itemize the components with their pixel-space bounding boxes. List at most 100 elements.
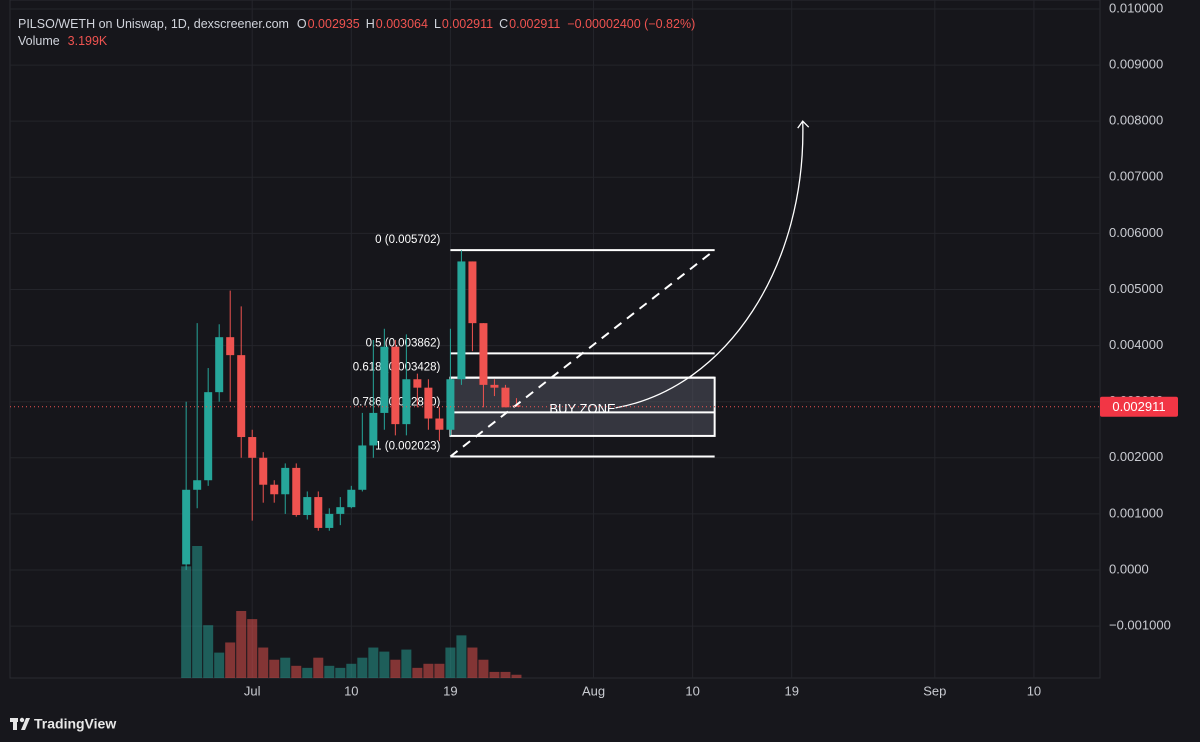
volume-bar [467,647,478,678]
header-line: PILSO/WETH on Uniswap, 1D, dexscreener.c… [18,16,696,33]
volume-bar [192,546,203,678]
candle-body [347,489,356,508]
volume-bar [412,667,423,678]
volume-name: Volume [18,34,60,48]
arrow-head [797,120,810,129]
last-price-box [1100,396,1178,417]
y-tick-label: 0.002000 [1109,449,1163,464]
projection-arrow [615,121,804,409]
ohlc-key: H [365,17,375,31]
trend-line [449,249,716,458]
candle-body [501,387,510,408]
volume-bar [203,625,214,678]
candle-body [215,337,224,393]
y-tick-label: 0.008000 [1109,113,1163,128]
candle-body [490,384,499,388]
volume-bar [478,659,489,678]
candle-body [336,507,345,514]
candle-body [358,445,367,490]
volume-bar [225,642,236,678]
volume-bar [181,566,192,678]
volume-bar [390,659,401,678]
fib-label: 0 (0.005702) [375,234,440,246]
ohlc-key: L [433,17,441,31]
volume-bar [302,667,313,678]
ohlc-key: C [499,17,509,31]
candle-body [281,467,290,495]
candle-body [446,379,455,430]
candle-body [270,484,279,495]
x-tick-label: 10 [685,683,699,698]
candle-body [182,489,191,565]
x-tick-label: 19 [443,683,457,698]
volume-bar [489,671,500,678]
candle-body [237,355,246,438]
y-tick-label: 0.0000 [1109,561,1149,576]
header-line: Volume 3.199K [18,33,696,50]
plot-area [9,0,1101,679]
candle-body [402,379,411,425]
candle-body [424,387,433,419]
x-tick-label: Aug [582,683,605,698]
fib-label: 1 (0.002023) [375,441,440,453]
y-tick-label: 0.009000 [1109,57,1163,72]
y-tick-label: 0.010000 [1109,0,1163,15]
volume-bar [280,657,291,678]
candle-body [457,261,466,380]
candle-body [292,467,301,516]
change: −0.00002400 (−0.82%) [567,17,696,31]
fib-label: 0.5 (0.003862) [366,337,441,349]
ohlc: O0.002935 H0.003064 L0.002911 C0.002911 [297,17,566,31]
x-tick-label: Sep [923,683,946,698]
candle-body [314,497,323,528]
candle-body [226,337,235,356]
y-tick-label: 0.006000 [1109,225,1163,240]
volume-bar [291,665,302,678]
candle-body [325,513,334,528]
y-tick-label: 0.005000 [1109,281,1163,296]
candle-body [391,346,400,425]
candle-body [248,437,257,458]
y-tick-label: −0.001000 [1109,618,1171,633]
legend-header: PILSO/WETH on Uniswap, 1D, dexscreener.c… [18,16,696,50]
volume-bar [269,659,280,678]
volume-bar [324,665,335,678]
ohlc-value: 0.003064 [375,17,428,31]
volume-bar [247,619,258,678]
candle-body [259,457,268,485]
candle-body [413,379,422,388]
candle-body [204,392,213,481]
volume-bar [511,674,522,678]
candle-body [435,418,444,430]
volume-bar [368,647,379,678]
symbol: PILSO/WETH on Uniswap, 1D, dexscreener.c… [18,17,289,31]
volume-bar [456,635,467,678]
volume-bar [379,651,390,678]
volume-bar [401,649,412,678]
volume-bar [357,657,368,678]
y-tick-label: 0.001000 [1109,505,1163,520]
volume-bar [214,652,225,678]
volume-bar [236,610,247,678]
ohlc-value: 0.002911 [509,17,561,31]
ohlc-key: O [296,17,307,31]
x-tick-label: 10 [1027,683,1041,698]
buy-zone-label: BUY ZONE [549,401,616,416]
x-tick-label: 19 [784,683,798,698]
candle-body [369,412,378,446]
candle-body [380,346,389,413]
volume-bar [445,647,456,678]
volume-bar [423,663,434,678]
last-price-label: 0.002911 [1112,399,1165,414]
candle-body [479,323,488,385]
volume-bar [434,663,445,678]
volume-bar [346,663,357,678]
volume-bar [258,647,269,678]
volume-value: 3.199K [67,34,108,48]
candle-body [303,497,312,516]
x-tick-label: 10 [344,683,358,698]
y-tick-label: 0.007000 [1109,169,1163,184]
y-tick-label: 0.004000 [1109,337,1163,352]
